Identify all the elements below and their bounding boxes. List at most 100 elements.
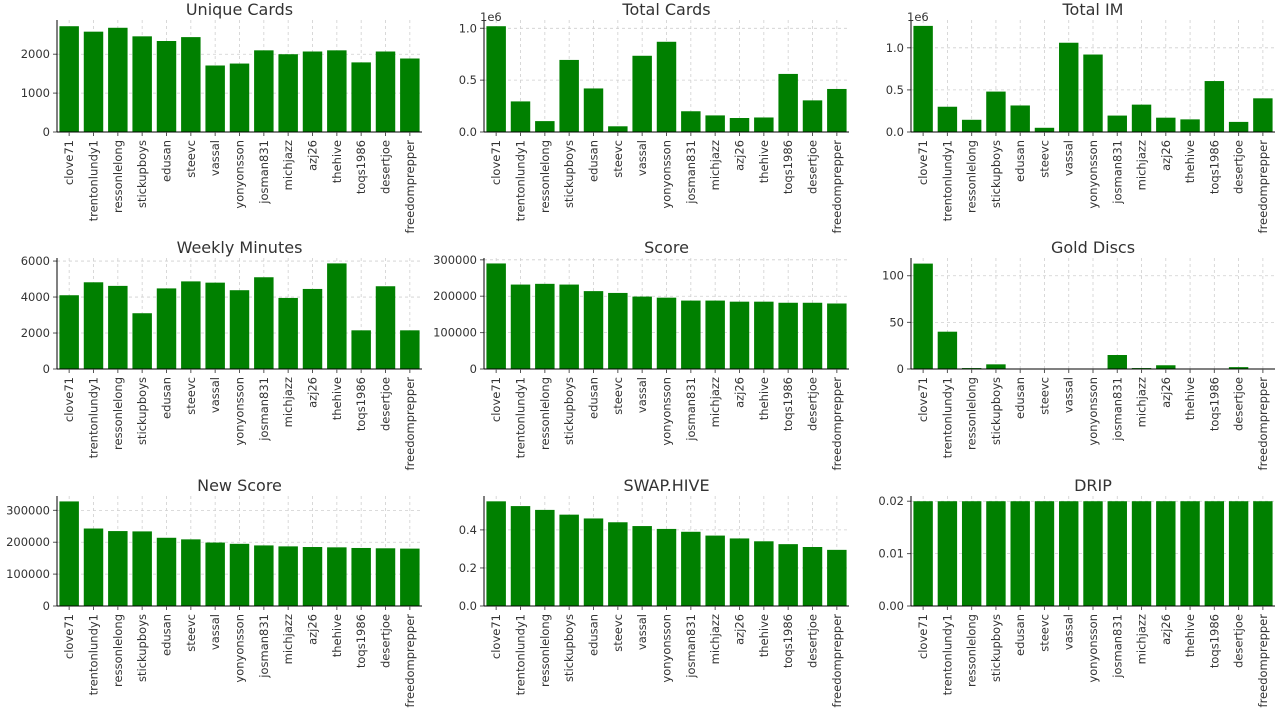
bar-vassal <box>632 296 652 369</box>
bar-edusan <box>1010 105 1030 132</box>
bar-josman831 <box>254 545 274 606</box>
x-tick-label: trentonlundy1 <box>514 377 528 458</box>
y-tick-label: 0.02 <box>878 494 904 508</box>
x-tick-label: clove71 <box>62 140 76 185</box>
bar-stickupboys <box>986 91 1006 132</box>
x-tick-label: ressonlelong <box>965 377 979 450</box>
bar-stickupboys <box>986 364 1006 369</box>
bar-freedomprepper <box>1253 501 1273 606</box>
y-tick-label: 1000 <box>21 86 50 100</box>
x-tick-label: clove71 <box>62 614 76 659</box>
y-tick-label: 100000 <box>6 567 50 581</box>
bar-desertjoe <box>375 548 396 606</box>
bar-azj26 <box>729 118 750 132</box>
x-tick-label: desertjoe <box>806 614 820 668</box>
bar-steevc <box>181 281 201 369</box>
x-tick-label: trentonlundy1 <box>87 614 101 695</box>
x-tick-label: stickupboys <box>562 140 576 208</box>
y-tick-label: 0 <box>43 599 50 613</box>
bar-stickupboys <box>986 501 1006 606</box>
bar-ressonlelong <box>535 509 555 606</box>
bar-ressonlelong <box>108 531 128 606</box>
x-tick-label: michjazz <box>708 140 722 190</box>
x-tick-label: yonyonsson <box>233 140 247 209</box>
x-tick-label: josman831 <box>257 614 271 679</box>
bar-josman831 <box>1107 115 1127 132</box>
y-tick-label: 200000 <box>433 289 477 303</box>
chart-title: Gold Discs <box>1051 238 1135 257</box>
bar-azj26 <box>302 51 323 132</box>
bar-steevc <box>181 539 201 606</box>
x-tick-label: steevc <box>611 140 625 178</box>
bar-trentonlundy1 <box>937 331 958 369</box>
y-tick-label: 0.0 <box>459 599 477 613</box>
bar-steevc <box>608 522 628 606</box>
x-tick-label: michjazz <box>281 140 295 190</box>
bar-toqs1986 <box>351 547 371 606</box>
x-tick-label: freedomprepper <box>830 377 844 471</box>
bar-azj26 <box>1156 117 1176 132</box>
bar-clove71 <box>486 501 506 606</box>
bar-thehive <box>327 50 347 133</box>
x-tick-label: edusan <box>587 140 601 182</box>
bar-michjazz <box>278 297 298 369</box>
bar-thehive <box>1180 119 1200 132</box>
x-tick-label: ressonlelong <box>965 614 979 687</box>
chart-title: Total IM <box>1062 0 1124 19</box>
y-tick-label: 50 <box>889 315 904 329</box>
x-tick-label: clove71 <box>489 614 503 659</box>
y-tick-label: 0 <box>43 362 50 376</box>
bar-freedomprepper <box>400 330 420 369</box>
bar-azj26 <box>302 547 323 606</box>
y-tick-label: 100000 <box>433 326 477 340</box>
x-tick-label: toqs1986 <box>354 140 368 194</box>
bar-clove71 <box>913 263 933 369</box>
bar-ressonlelong <box>535 283 555 369</box>
bar-stickupboys <box>559 59 579 132</box>
bar-steevc <box>608 126 628 132</box>
bar-vassal <box>1059 42 1079 132</box>
x-tick-label: toqs1986 <box>781 140 795 194</box>
x-tick-label: edusan <box>1013 140 1027 182</box>
bar-josman831 <box>1107 355 1127 369</box>
x-tick-label: azj26 <box>733 614 747 645</box>
x-tick-label: yonyonsson <box>660 140 674 209</box>
chart-title: Unique Cards <box>186 0 293 19</box>
x-tick-label: josman831 <box>684 614 698 679</box>
x-tick-label: vassal <box>1062 614 1076 650</box>
chart-drip: 0.00 0.01 0.02 clove71 trentonlundy1 ressonle… <box>878 476 1275 707</box>
bar-desertjoe <box>1228 121 1249 132</box>
chart-title: New Score <box>197 476 282 495</box>
x-tick-label: toqs1986 <box>781 377 795 431</box>
bar-thehive <box>754 301 774 369</box>
bar-toqs1986 <box>778 544 798 606</box>
x-tick-label: azj26 <box>1159 140 1173 171</box>
x-tick-label: steevc <box>1037 614 1051 652</box>
bar-yonyonsson <box>229 543 250 606</box>
bar-clove71 <box>913 25 933 132</box>
y-tick-label: 2000 <box>21 47 50 61</box>
bar-freedomprepper <box>827 88 847 132</box>
bar-clove71 <box>486 263 506 369</box>
bar-trentonlundy1 <box>83 528 104 606</box>
bar-thehive <box>327 547 347 606</box>
chart-gold-discs: 0 50 100 clove71 trentonlundy1 ressonlelong st… <box>882 238 1275 470</box>
x-tick-label: desertjoe <box>1232 140 1246 194</box>
x-tick-label: toqs1986 <box>1207 140 1221 194</box>
x-tick-label: michjazz <box>281 377 295 427</box>
x-tick-label: desertjoe <box>806 377 820 431</box>
y-tick-label: 0.0 <box>886 125 904 139</box>
bar-stickupboys <box>559 284 579 369</box>
bar-azj26 <box>729 301 750 369</box>
bar-clove71 <box>486 26 506 132</box>
x-tick-label: josman831 <box>257 377 271 442</box>
x-tick-label: vassal <box>208 140 222 176</box>
bar-freedomprepper <box>400 548 420 606</box>
x-tick-label: edusan <box>160 377 174 419</box>
x-tick-label: thehive <box>757 614 771 657</box>
bar-yonyonsson <box>229 290 250 369</box>
x-tick-label: clove71 <box>916 140 930 185</box>
x-tick-label: freedomprepper <box>403 614 417 708</box>
y-tick-label: 0.5 <box>459 73 477 87</box>
bar-vassal <box>205 282 225 369</box>
